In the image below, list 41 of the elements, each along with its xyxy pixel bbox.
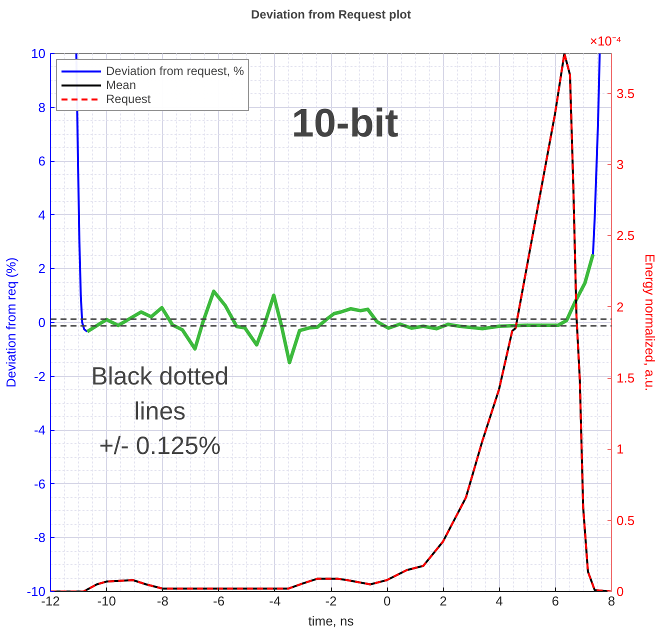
y-tick-label: -6 bbox=[34, 476, 46, 492]
text: ×10⁻⁴ bbox=[590, 34, 622, 48]
y-tick-label: -4 bbox=[34, 422, 46, 438]
x-tick-label: 0 bbox=[383, 594, 391, 608]
y2-tick-label: 2.5 bbox=[616, 228, 635, 244]
y-tick-label: -8 bbox=[34, 530, 46, 546]
y-tick-label: 4 bbox=[38, 207, 46, 222]
y-tick-label: 10 bbox=[31, 46, 46, 61]
x-tick-label: -10 bbox=[97, 594, 116, 608]
y-tick-label: 6 bbox=[38, 154, 46, 169]
line-series bbox=[85, 252, 595, 364]
chart-title: Deviation from Request plot bbox=[250, 8, 412, 22]
y-tick-label: -2 bbox=[34, 368, 46, 384]
annotation: 10-bit bbox=[292, 101, 398, 146]
annotation: Black dotted lines +/- 0.125% bbox=[91, 362, 229, 460]
y2-tick-label: 1 bbox=[616, 442, 624, 457]
x-tick-label: 6 bbox=[552, 594, 560, 608]
legend-label: Request bbox=[106, 92, 151, 106]
x-tick-label: 8 bbox=[608, 594, 616, 608]
y-tick-label: 0 bbox=[38, 315, 46, 330]
x-tick-label: -6 bbox=[213, 594, 225, 608]
y2-tick-label: 1.5 bbox=[616, 370, 635, 386]
x-axis-title: time, ns bbox=[308, 614, 354, 628]
x-tick-label: -4 bbox=[269, 594, 281, 608]
x-tick-label: -2 bbox=[325, 594, 337, 608]
x-tick-label: -8 bbox=[156, 594, 168, 608]
legend-label: Mean bbox=[106, 78, 136, 92]
y2-tick-label: 3 bbox=[616, 157, 624, 172]
y-tick-label: -10 bbox=[26, 584, 46, 599]
x-tick-label: 4 bbox=[496, 594, 503, 608]
x-tick-label: 2 bbox=[440, 594, 447, 608]
y2-tick-label: 0 bbox=[616, 584, 624, 599]
line-series bbox=[50, 54, 612, 592]
legend-label: Deviation from request, % bbox=[106, 64, 244, 78]
y2-tick-label: 2 bbox=[616, 299, 624, 314]
y2-tick-label: 3.5 bbox=[616, 86, 635, 101]
y2-axis-title: Energy normalized, a.u. bbox=[642, 254, 658, 392]
y-tick-label: 2 bbox=[38, 261, 46, 276]
y-tick-label: 8 bbox=[38, 100, 46, 115]
y-axis-title: Deviation from req (%) bbox=[4, 257, 19, 388]
y2-tick-label: 0.5 bbox=[616, 512, 635, 528]
